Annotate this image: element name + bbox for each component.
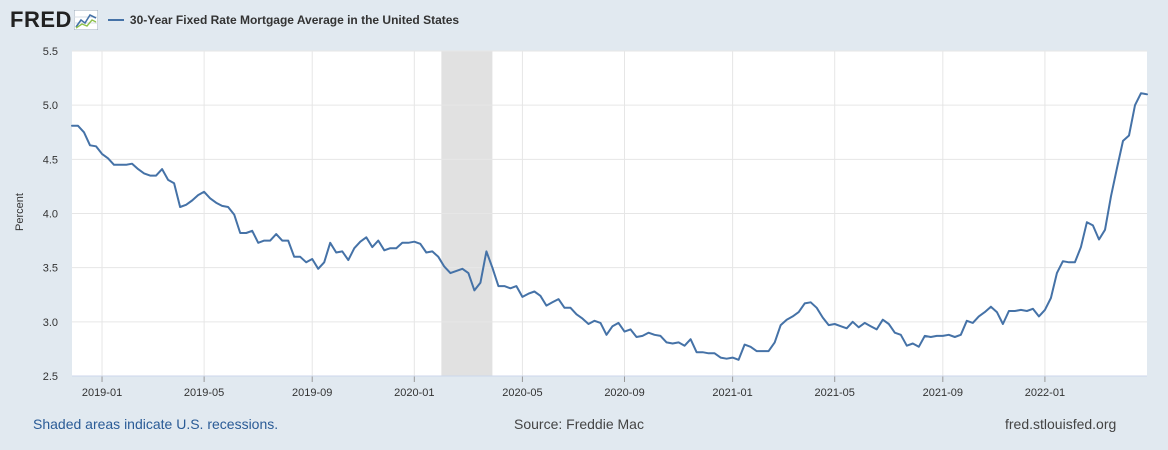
x-tick-label: 2019-01 [82,387,122,399]
x-tick-label: 2020-09 [604,387,644,399]
graph-icon [73,10,98,30]
y-tick-label: 3.5 [43,263,58,275]
x-tick-label: 2021-05 [815,387,855,399]
x-tick-label: 2021-09 [923,387,963,399]
x-tick-label: 2020-01 [394,387,434,399]
chart-legend[interactable]: 30-Year Fixed Rate Mortgage Average in t… [107,13,460,27]
y-tick-label: 4.0 [43,209,58,221]
y-axis: 2.5 3.0 3.5 4.0 4.5 5.0 5.5 [43,46,58,383]
chart-header: FRED 30-Year Fixed Rate Mortgage Average… [10,6,459,34]
y-tick-label: 5.5 [43,46,58,58]
series-line [71,92,1148,361]
line-chart[interactable]: 2.53.03.54.04.55.05.5 2019-01 2019-05 2019… [0,0,1168,410]
line-layer [71,92,1148,361]
fred-logo-text: FRED [10,7,72,32]
source-note: Source: Freddie Mac [514,416,644,432]
legend-series-title: 30-Year Fixed Rate Mortgage Average in t… [129,13,460,27]
legend-line-swatch [107,19,124,21]
site-link[interactable]: fred.stlouisfed.org [1005,416,1117,432]
recession-note[interactable]: Shaded areas indicate U.S. recessions. [33,416,279,432]
y-tick-label: 3.0 [43,317,58,329]
y-tick-label: 2.5 [43,371,58,383]
y-tick-label: 5.0 [43,100,58,112]
x-tick-label: 2019-09 [292,387,332,399]
x-tick-label: 2019-05 [184,387,224,399]
x-tick-label: 2021-01 [712,387,752,399]
x-axis: 2019-01 2019-05 2019-09 2020-01 2020-05 2020-… [72,375,1147,399]
x-tick-label: 2020-05 [502,387,542,399]
fred-logo[interactable]: FRED [10,7,98,33]
y-axis-label: Percent [14,193,26,231]
x-tick-label: 2022-01 [1025,387,1065,399]
y-tick-label: 4.5 [43,154,58,166]
